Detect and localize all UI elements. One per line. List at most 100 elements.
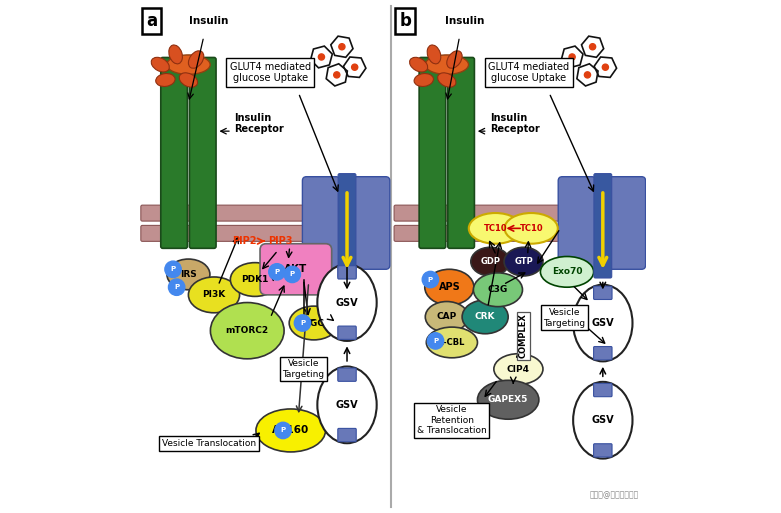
Text: TC10: TC10 — [483, 224, 507, 233]
Text: CRK: CRK — [475, 312, 495, 321]
Text: AS160: AS160 — [272, 425, 309, 436]
Ellipse shape — [426, 327, 477, 358]
Ellipse shape — [505, 213, 558, 244]
Text: GSV: GSV — [336, 298, 358, 308]
Circle shape — [319, 54, 324, 60]
Ellipse shape — [256, 409, 326, 452]
Ellipse shape — [573, 285, 633, 361]
Ellipse shape — [210, 303, 284, 359]
Circle shape — [351, 64, 358, 70]
Text: CAP: CAP — [437, 312, 457, 321]
Circle shape — [333, 72, 340, 78]
FancyBboxPatch shape — [608, 176, 646, 269]
Text: mTORC2: mTORC2 — [226, 326, 269, 335]
Ellipse shape — [230, 263, 280, 297]
Ellipse shape — [425, 55, 469, 74]
FancyBboxPatch shape — [594, 444, 612, 457]
Ellipse shape — [155, 73, 175, 87]
Text: PDK1: PDK1 — [241, 275, 269, 284]
FancyBboxPatch shape — [419, 57, 446, 248]
Circle shape — [602, 64, 608, 70]
Text: P: P — [174, 284, 179, 290]
Ellipse shape — [289, 306, 338, 340]
Circle shape — [165, 261, 181, 278]
Circle shape — [339, 44, 345, 50]
FancyBboxPatch shape — [190, 57, 216, 248]
Ellipse shape — [152, 57, 169, 72]
FancyBboxPatch shape — [338, 326, 356, 340]
FancyBboxPatch shape — [394, 205, 643, 221]
FancyBboxPatch shape — [161, 57, 187, 248]
Text: GAPEX5: GAPEX5 — [488, 395, 529, 404]
Text: a: a — [146, 12, 157, 30]
Text: Insulin: Insulin — [445, 16, 484, 26]
Text: PI3K: PI3K — [202, 290, 226, 300]
Ellipse shape — [473, 273, 522, 307]
Ellipse shape — [409, 57, 428, 72]
Text: P: P — [428, 277, 433, 283]
Ellipse shape — [317, 264, 376, 341]
FancyBboxPatch shape — [594, 347, 612, 360]
Circle shape — [294, 315, 311, 331]
Text: Insulin
Receptor: Insulin Receptor — [234, 113, 284, 134]
Text: COMPLEX: COMPLEX — [519, 313, 528, 358]
Text: TC10: TC10 — [519, 224, 543, 233]
Circle shape — [569, 54, 575, 60]
Text: CIP4: CIP4 — [507, 365, 530, 373]
Ellipse shape — [169, 45, 183, 64]
Text: GSV: GSV — [591, 415, 614, 425]
Ellipse shape — [469, 213, 522, 244]
FancyBboxPatch shape — [448, 57, 474, 248]
Text: c-CBL: c-CBL — [439, 338, 465, 347]
Text: GSV: GSV — [336, 400, 358, 410]
FancyBboxPatch shape — [558, 176, 596, 269]
Text: P: P — [300, 320, 305, 326]
Ellipse shape — [504, 247, 543, 276]
Ellipse shape — [540, 256, 594, 287]
Ellipse shape — [414, 73, 433, 87]
Text: Insulin
Receptor: Insulin Receptor — [490, 113, 540, 134]
Ellipse shape — [462, 300, 508, 334]
Ellipse shape — [426, 302, 469, 332]
Ellipse shape — [573, 382, 633, 459]
FancyBboxPatch shape — [141, 225, 387, 241]
Text: GDP: GDP — [480, 257, 501, 266]
Circle shape — [584, 72, 590, 78]
Text: Vesicle Translocation: Vesicle Translocation — [162, 439, 256, 448]
Text: Exo70: Exo70 — [551, 267, 583, 277]
FancyBboxPatch shape — [140, 3, 385, 510]
FancyBboxPatch shape — [141, 205, 387, 221]
Text: Vesicle
Retention
& Translocation: Vesicle Retention & Translocation — [417, 405, 487, 435]
Ellipse shape — [167, 259, 210, 290]
Text: b: b — [399, 12, 411, 30]
Ellipse shape — [180, 73, 198, 87]
Circle shape — [590, 44, 596, 50]
Ellipse shape — [477, 380, 539, 419]
Text: PIP2: PIP2 — [233, 236, 257, 246]
Circle shape — [275, 422, 291, 439]
Ellipse shape — [188, 51, 204, 68]
Text: Insulin: Insulin — [189, 16, 229, 26]
Ellipse shape — [425, 269, 474, 305]
FancyBboxPatch shape — [338, 173, 356, 278]
FancyBboxPatch shape — [338, 428, 356, 442]
Text: GLUT4 mediated
glucose Uptake: GLUT4 mediated glucose Uptake — [488, 62, 569, 83]
FancyBboxPatch shape — [352, 176, 390, 269]
Text: PIP3: PIP3 — [268, 236, 293, 246]
Ellipse shape — [471, 247, 510, 276]
Ellipse shape — [317, 366, 376, 443]
Ellipse shape — [166, 55, 210, 74]
Circle shape — [169, 279, 185, 295]
FancyBboxPatch shape — [394, 225, 643, 241]
Text: GLUT4 mediated
glucose Uptake: GLUT4 mediated glucose Uptake — [230, 62, 311, 83]
Text: P: P — [280, 427, 286, 433]
FancyBboxPatch shape — [338, 266, 356, 279]
FancyBboxPatch shape — [338, 368, 356, 381]
Text: P: P — [433, 338, 438, 344]
Text: 搜狐号@李老师谈生化: 搜狐号@李老师谈生化 — [590, 490, 639, 500]
Circle shape — [423, 271, 439, 288]
Ellipse shape — [188, 277, 240, 313]
FancyBboxPatch shape — [594, 286, 612, 300]
Circle shape — [284, 266, 301, 283]
Text: IRS: IRS — [180, 270, 197, 279]
